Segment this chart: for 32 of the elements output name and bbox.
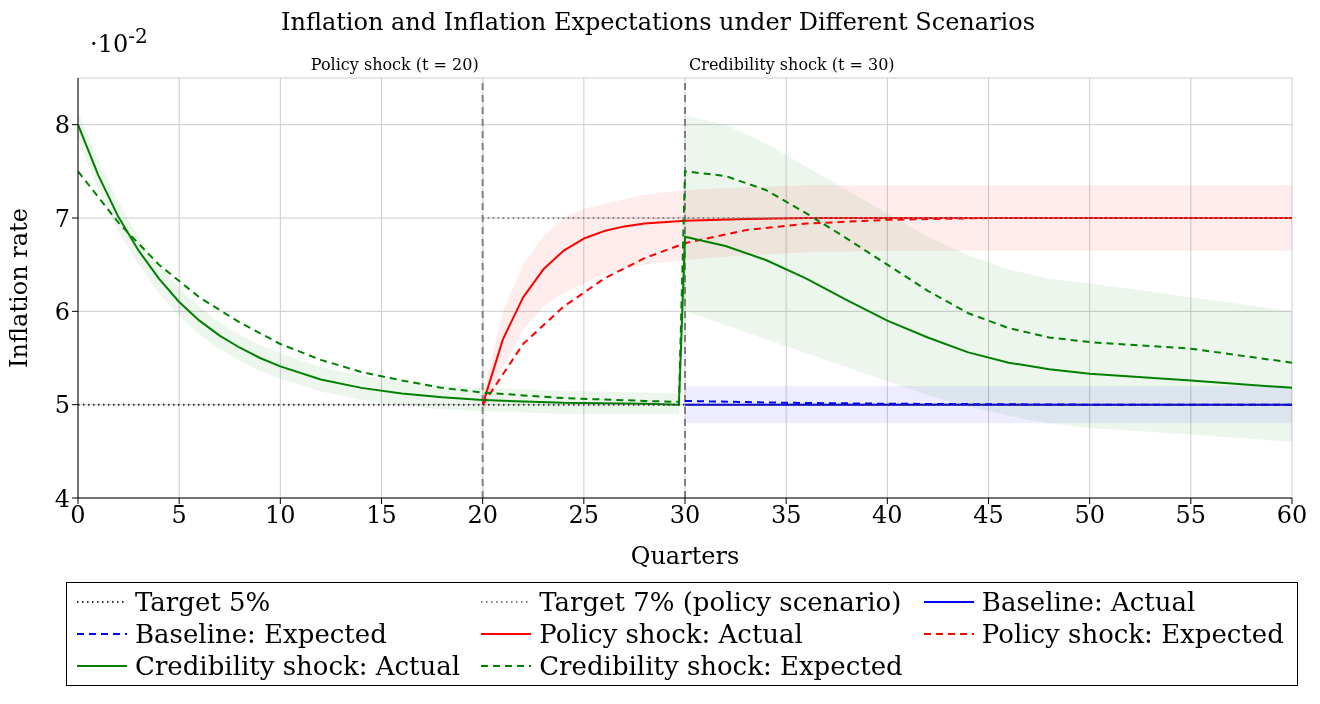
x-axis-title: Quarters [630, 542, 740, 570]
y-tick-label: 4 [54, 484, 70, 513]
x-tick-label: 5 [171, 501, 187, 530]
legend-label: Credibility shock: Actual [135, 651, 461, 681]
x-tick-label: 30 [669, 501, 701, 530]
text: ·10$^{-2}$ [90, 24, 148, 58]
legend-label: Policy shock: Expected [981, 619, 1284, 649]
legend-label: Baseline: Expected [135, 619, 387, 649]
x-tick-label: 15 [366, 501, 397, 530]
y-tick-label: 5 [54, 391, 70, 420]
x-tick-label: 50 [1074, 501, 1105, 530]
y-tick-label: 8 [54, 111, 70, 140]
x-tick-label: 40 [872, 501, 903, 530]
chart-title: Inflation and Inflation Expectations under Different Scenarios [280, 8, 1036, 36]
x-tick-label: 0 [70, 501, 86, 530]
x-tick-label: 45 [973, 501, 1004, 530]
ref-line-label: Policy shock (t = 20) [310, 55, 479, 74]
x-tick-label: 55 [1175, 501, 1207, 530]
legend-label: Credibility shock: Expected [539, 651, 903, 681]
x-tick-label: 25 [568, 501, 600, 530]
x-tick-label: 60 [1276, 501, 1308, 530]
x-tick-label: 10 [265, 501, 296, 530]
x-tick-label: 35 [770, 501, 802, 530]
legend-label: Policy shock: Actual [539, 619, 803, 649]
x-tick-label: 20 [467, 501, 498, 530]
ref-line-label: Credibility shock (t = 30) [689, 55, 895, 74]
y-tick-label: 7 [54, 204, 70, 233]
legend-label: Target 5% [135, 587, 271, 617]
legend-label: Baseline: Actual [981, 587, 1196, 617]
y-tick-label: 6 [54, 297, 70, 326]
legend-label: Target 7% (policy scenario) [539, 587, 902, 617]
y-axis-title: Inflation rate [4, 208, 33, 368]
